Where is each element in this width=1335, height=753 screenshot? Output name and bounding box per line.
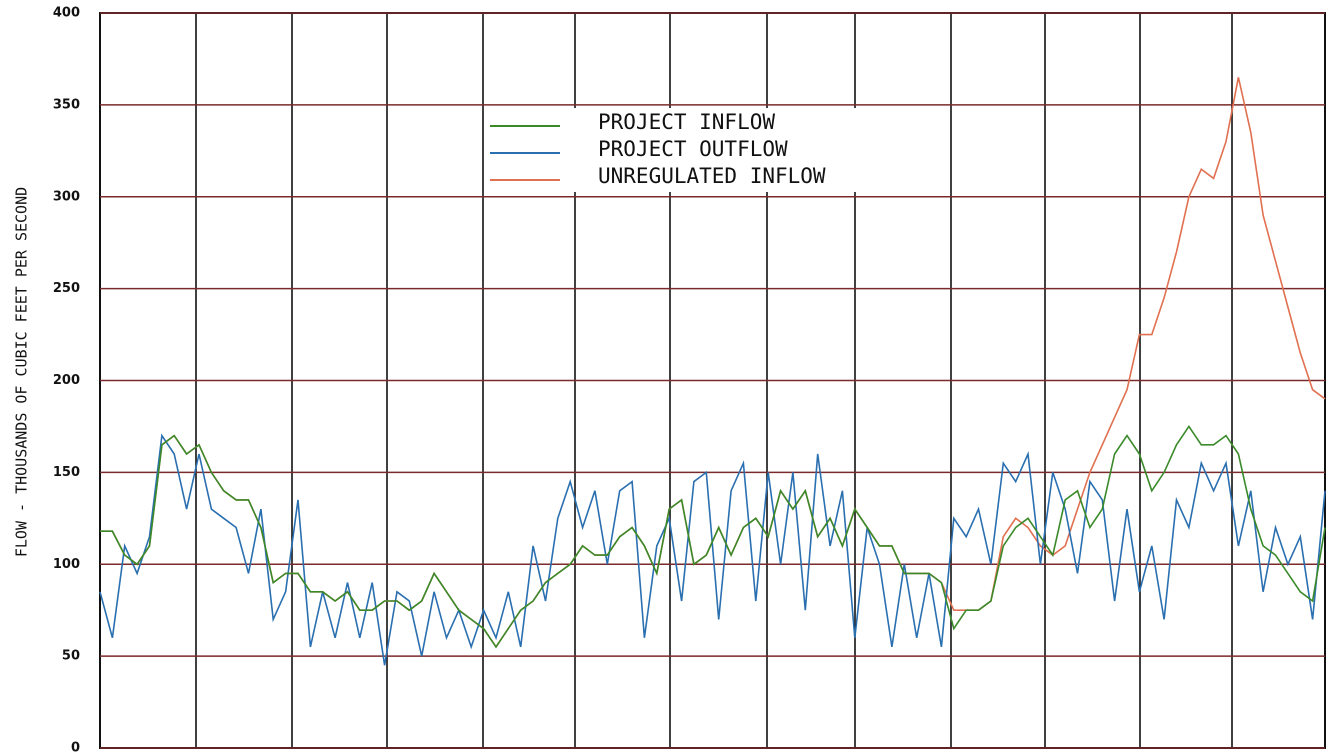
y-tick-label: 0 — [71, 741, 80, 753]
y-tick-label: 100 — [53, 557, 80, 572]
y-tick-label: 50 — [62, 649, 80, 664]
y-tick-label: 350 — [53, 97, 80, 112]
y-tick-label: 400 — [53, 6, 80, 21]
y-tick-label: 200 — [53, 373, 80, 388]
legend-box — [485, 108, 945, 192]
y-tick-label: 300 — [53, 189, 80, 204]
y-axis-label: FLOW - THOUSANDS OF CUBIC FEET PER SECON… — [13, 187, 31, 557]
legend-label: UNREGULATED INFLOW — [598, 164, 826, 188]
legend-label: PROJECT OUTFLOW — [598, 137, 788, 161]
y-tick-label: 250 — [53, 281, 80, 296]
y-tick-label: 150 — [53, 465, 80, 480]
series-line — [100, 424, 1326, 649]
series-line — [99, 433, 1326, 666]
legend-label: PROJECT INFLOW — [598, 110, 775, 134]
